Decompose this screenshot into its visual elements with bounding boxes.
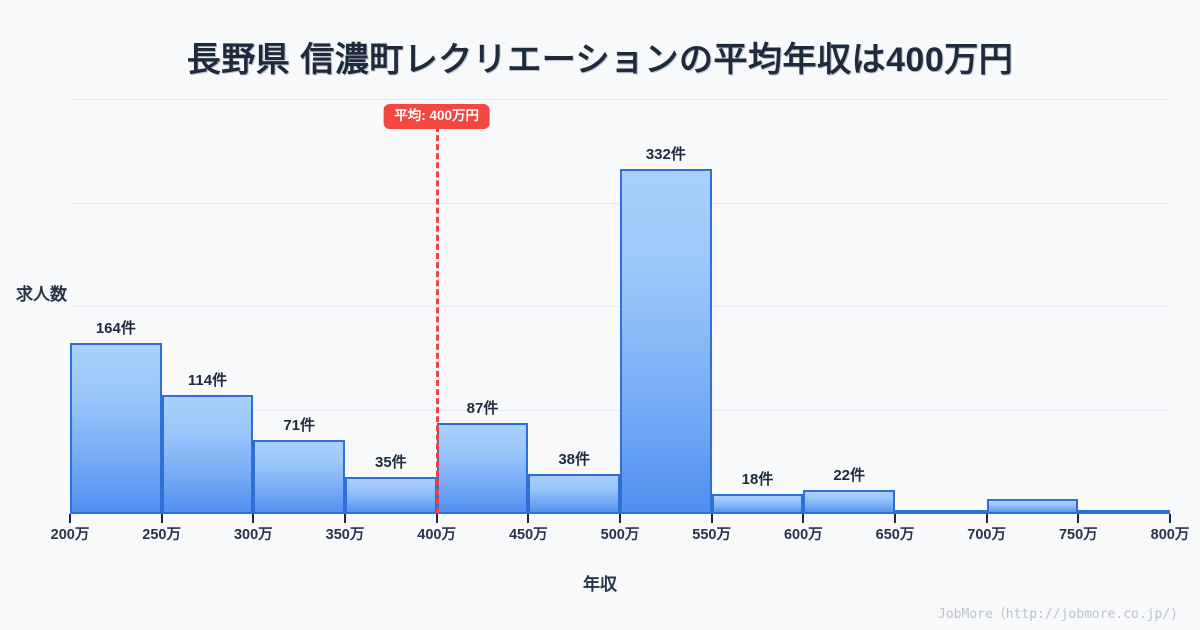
bar-column [895,99,987,513]
bar[interactable] [986,498,1079,513]
x-tick-mark [69,514,71,523]
x-tick-mark [344,514,346,523]
bar-column: 22件 [803,99,895,513]
x-tick-label: 350万 [325,527,365,543]
bar-column: 332件 [620,99,712,513]
x-tick-label: 250万 [142,527,182,543]
footer-credit: JobMore（http://jobmore.co.jp/) [938,607,1178,622]
bar-value-label: 114件 [187,372,228,390]
bar-value-label: 18件 [741,471,774,489]
x-tick-mark [619,514,621,523]
x-tick-label: 300万 [233,527,273,543]
x-tick-mark [1169,514,1171,523]
bar[interactable] [528,473,620,513]
x-tick-label: 400万 [417,527,457,543]
bar[interactable] [711,494,804,513]
bar[interactable] [436,422,529,513]
bar-column: 38件 [528,99,620,513]
bar[interactable] [1078,510,1170,513]
bar-column: 35件 [345,99,437,513]
x-tick-mark [527,514,530,523]
bar[interactable] [70,343,162,513]
x-tick-label: 550万 [692,527,732,543]
bar-value-label: 332件 [645,146,686,164]
bar-column [1078,99,1170,513]
bar[interactable] [253,439,345,513]
bar-value-label: 71件 [283,416,315,434]
bar-column: 87件 [436,99,529,513]
x-axis-title: 年収 [583,575,617,594]
x-tick-label: 800万 [1150,527,1190,543]
x-tick-mark [1077,514,1080,523]
x-tick-label: 200万 [50,527,90,543]
y-axis-title: 求人数 [16,285,67,304]
x-tick-mark [160,514,163,523]
x-tick-mark [985,514,988,523]
bar-column [986,99,1079,513]
bar-value-label: 164件 [95,320,136,338]
bar-column: 18件 [711,99,804,513]
average-line [435,126,439,513]
bar[interactable] [803,490,895,513]
x-tick-label: 600万 [783,527,823,543]
bar-series: 164件 114件 71件 35件 87件 38件 332件 18件 22件 [70,99,1170,513]
bar[interactable] [620,169,712,513]
x-tick-label: 700万 [967,527,1007,543]
bar-value-label: 35件 [374,453,407,471]
x-tick-mark [252,514,255,523]
x-tick-mark [435,514,438,523]
x-tick-label: 650万 [875,527,915,543]
bar[interactable] [345,476,437,513]
x-tick-label: 500万 [600,527,640,543]
bar-column: 164件 [70,99,162,513]
x-tick-mark [710,514,713,523]
bar-column: 114件 [161,99,254,513]
x-axis-baseline [70,512,1170,514]
average-badge: 平均: 400万円 [383,104,491,129]
page-title: 長野県 信濃町レクリエーションの平均年収は400万円 [186,41,1014,79]
x-tick-label: 450万 [508,527,548,543]
bar-value-label: 87件 [466,399,499,417]
bar[interactable] [161,395,254,513]
plot-area: 164件 114件 71件 35件 87件 38件 332件 18件 22件 [70,99,1170,514]
x-tick-label: 750万 [1058,527,1098,543]
bar-value-label: 38件 [558,450,590,468]
x-tick-mark [802,514,805,523]
bar-column: 71件 [253,99,345,513]
bar-value-label: 22件 [833,467,865,485]
x-tick-mark [894,514,896,523]
bar[interactable] [895,510,987,513]
